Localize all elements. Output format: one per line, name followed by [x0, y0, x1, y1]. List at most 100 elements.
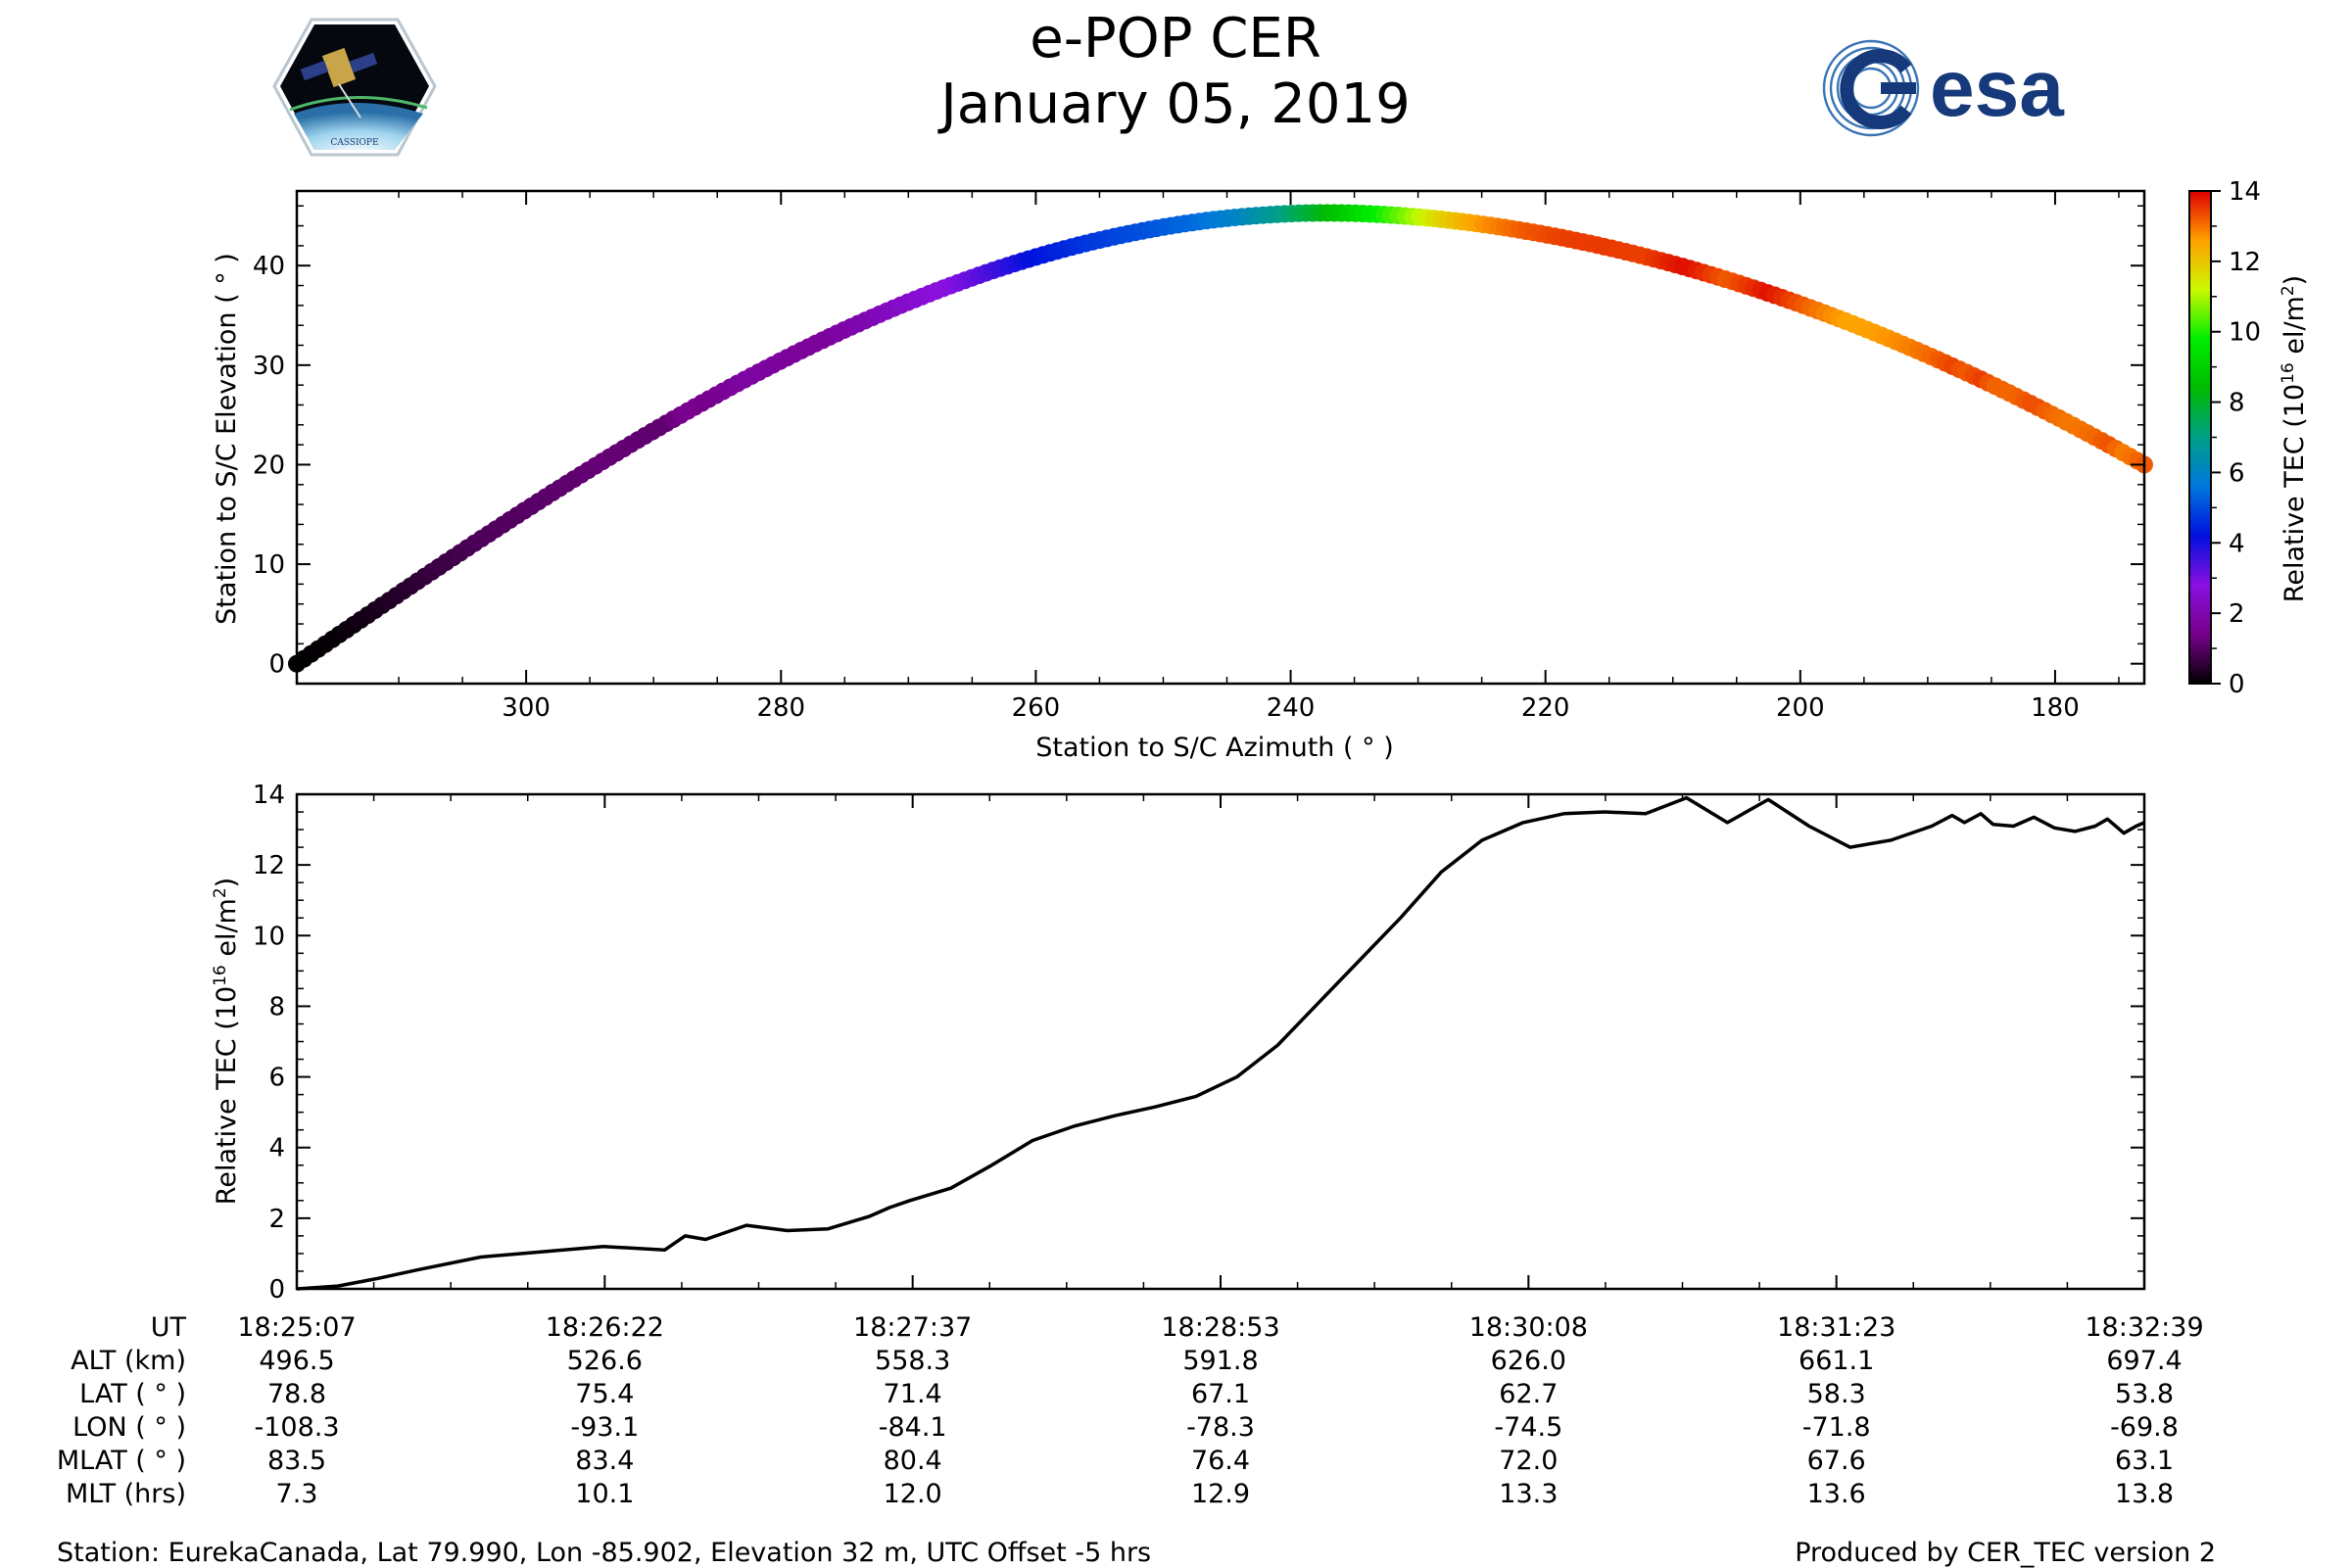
table-row-label: LAT ( ° ) [79, 1379, 186, 1409]
y-tick-label-bottom: 8 [268, 992, 285, 1022]
colorbar-tick-label: 12 [2229, 248, 2261, 277]
colorbar: 0 2 4 6 8 10 12 14 Relative TEC (1016 el/m2) [2188, 177, 2310, 699]
chart-title: e-POP CER [1030, 7, 1321, 71]
table-cell: 18:28:53 [1161, 1312, 1279, 1343]
colorbar-tick-label: 4 [2229, 529, 2245, 558]
table-cell: 558.3 [875, 1346, 950, 1376]
colorbar-tick-label: 6 [2229, 458, 2245, 488]
table-cell: 83.5 [267, 1446, 326, 1476]
colorbar-tick-label: 0 [2229, 670, 2245, 699]
table-cell: -69.8 [2110, 1412, 2179, 1443]
y-tick-label-bottom: 6 [268, 1064, 285, 1093]
table-cell: 75.4 [575, 1379, 634, 1409]
plot-area-bottom [297, 794, 2144, 1289]
table-cell: 626.0 [1491, 1346, 1566, 1376]
table-cell: -71.8 [1802, 1412, 1871, 1443]
x-tick-label-top: 300 [502, 693, 551, 723]
table-cell: 7.3 [276, 1479, 318, 1509]
y-tick-label-bottom: 12 [253, 851, 285, 880]
x-tick-label-top: 180 [2031, 693, 2080, 723]
y-tick-label-bottom: 14 [253, 781, 285, 810]
table-cell: 72.0 [1499, 1446, 1558, 1476]
colorbar-tick-label: 2 [2229, 599, 2245, 629]
table-cell: 63.1 [2115, 1446, 2174, 1476]
cassiope-logo: CASSIOPE [272, 18, 437, 157]
table-row-label: MLAT ( ° ) [57, 1446, 186, 1476]
colorbar-tick-label: 8 [2229, 389, 2245, 418]
table-cell: 13.6 [1807, 1479, 1866, 1509]
table-cell: 13.8 [2115, 1479, 2174, 1509]
y-tick-label-bottom: 2 [268, 1205, 285, 1234]
tec-time-panel: 0 2 4 6 8 10 12 14 Relative TEC (1016 el/m2) [211, 781, 2146, 1305]
table-cell: 18:30:08 [1469, 1312, 1588, 1343]
axes-frame-top [295, 189, 2146, 686]
table-cell: 18:32:39 [2085, 1312, 2203, 1343]
table-row-label: MLT (hrs) [66, 1479, 186, 1509]
table-cell: 53.8 [2115, 1379, 2174, 1409]
table-cell: -74.5 [1494, 1412, 1562, 1443]
table-cell: 80.4 [884, 1446, 942, 1476]
table-cell: 12.9 [1191, 1479, 1250, 1509]
y-tick-label-top: 0 [268, 650, 285, 680]
x-tick-label-top: 200 [1776, 693, 1825, 723]
table-cell: 18:26:22 [546, 1312, 664, 1343]
satellite-icon [300, 47, 378, 119]
producer-info: Produced by CER_TEC version 2 [1795, 1538, 2216, 1568]
svg-text:CASSIOPE: CASSIOPE [330, 138, 378, 148]
colorbar-scale [2188, 190, 2212, 685]
x-axis-label-top: Station to S/C Azimuth ( ° ) [1035, 733, 1394, 763]
table-row-label: LON ( ° ) [72, 1412, 186, 1443]
y-tick-label-top: 20 [253, 451, 285, 480]
table-row-label: UT [151, 1312, 187, 1343]
table-cell: 76.4 [1191, 1446, 1250, 1476]
table-cell: 526.6 [567, 1346, 643, 1376]
y-tick-label-top: 10 [253, 550, 285, 580]
plot-area-top [297, 191, 2144, 684]
y-tick-label-top: 40 [253, 252, 285, 281]
table-cell: 58.3 [1807, 1379, 1866, 1409]
table-cell: 13.3 [1499, 1479, 1558, 1509]
table-cell: 661.1 [1799, 1346, 1874, 1376]
colorbar-tick-label: 10 [2229, 318, 2261, 348]
table-cell: 591.8 [1182, 1346, 1258, 1376]
table-cell: 78.8 [267, 1379, 326, 1409]
y-tick-label-bottom: 4 [268, 1134, 285, 1164]
top-axis-ticks: 300 280 260 240 220 200 180 0 10 20 30 40 [253, 191, 2144, 723]
elevation-azimuth-panel: 300 280 260 240 220 200 180 0 10 20 30 40 Station t… [212, 189, 2153, 763]
table-cell: -84.1 [879, 1412, 947, 1443]
esa-logo: esa [1822, 39, 2065, 137]
table-cell: 18:25:07 [237, 1312, 356, 1343]
table-cell: -108.3 [254, 1412, 339, 1443]
colorbar-label: Relative TEC (1016 el/m2) [2279, 275, 2310, 602]
bottom-axis-ticks: 0 2 4 6 8 10 12 14 [253, 781, 2145, 1305]
table-cell: 83.4 [575, 1446, 634, 1476]
table-cell: 697.4 [2106, 1346, 2182, 1376]
chart-date: January 05, 2019 [940, 72, 1411, 136]
table-row-label: ALT (km) [71, 1346, 186, 1376]
y-axis-label-bottom: Relative TEC (1016 el/m2) [211, 878, 242, 1205]
table-cell: 62.7 [1499, 1379, 1558, 1409]
table-cell: 12.0 [884, 1479, 942, 1509]
x-tick-label-top: 240 [1267, 693, 1316, 723]
station-info: Station: EurekaCanada, Lat 79.990, Lon -… [57, 1538, 1152, 1568]
table-cell: 18:27:37 [853, 1312, 972, 1343]
table-cell: 496.5 [259, 1346, 334, 1376]
esa-emblem-icon [1822, 39, 1920, 137]
x-tick-label-top: 220 [1521, 693, 1570, 723]
x-tick-label-top: 260 [1012, 693, 1061, 723]
y-axis-label-top: Station to S/C Elevation ( ° ) [212, 253, 242, 625]
y-tick-label-bottom: 10 [253, 922, 285, 951]
table-cell: -93.1 [570, 1412, 639, 1443]
colorbar-tick-label: 14 [2229, 177, 2261, 207]
table-cell: -78.3 [1186, 1412, 1255, 1443]
table-cell: 18:31:23 [1777, 1312, 1895, 1343]
pass-track [288, 204, 2153, 673]
svg-text:esa: esa [1930, 44, 2065, 133]
colorbar-ticks: 0 2 4 6 8 10 12 14 [2211, 177, 2261, 699]
table-cell: 10.1 [575, 1479, 634, 1509]
table-cell: 67.6 [1807, 1446, 1866, 1476]
tec-line [296, 795, 2145, 1291]
table-cell: 71.4 [884, 1379, 942, 1409]
